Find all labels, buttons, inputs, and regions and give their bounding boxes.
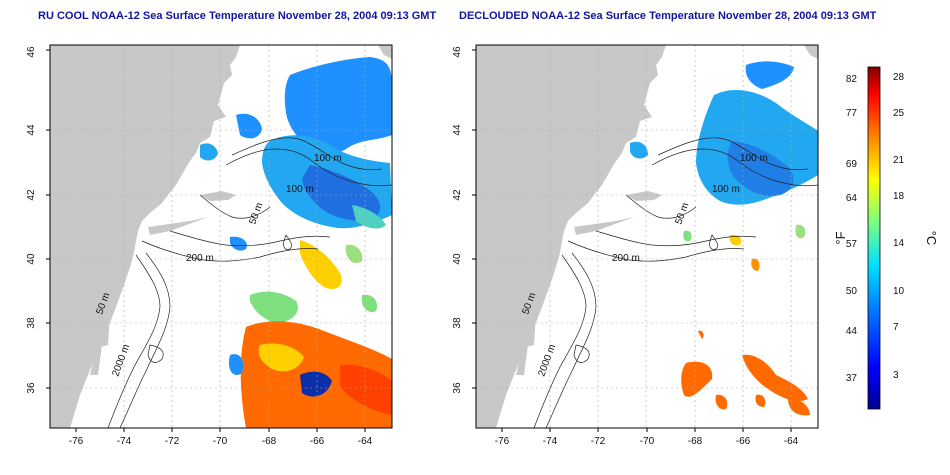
x-tick: -76 <box>495 436 510 447</box>
c-tick: 7 <box>893 322 899 333</box>
contour-label: 100 m <box>712 184 740 195</box>
x-tick: -70 <box>640 436 655 447</box>
sst-warm-patches <box>681 234 810 416</box>
x-tick: -66 <box>310 436 325 447</box>
y-tick: 42 <box>26 189 37 201</box>
contour-label: 200 m <box>186 253 214 264</box>
f-tick: 44 <box>846 326 858 337</box>
c-tick: 25 <box>893 108 905 119</box>
f-tick: 37 <box>846 373 858 384</box>
c-tick: 18 <box>893 191 905 202</box>
contour-label: 100 m <box>314 153 342 164</box>
f-tick: 57 <box>846 239 858 250</box>
contour-label: 100 m <box>286 184 314 195</box>
x-tick: -64 <box>358 436 373 447</box>
colorbar-gradient <box>867 66 881 410</box>
x-tick: -72 <box>165 436 180 447</box>
x-tick: -66 <box>736 436 751 447</box>
y-tick: 36 <box>26 382 37 394</box>
y-tick: 46 <box>26 46 37 58</box>
f-tick: 77 <box>846 108 858 119</box>
f-tick: 69 <box>846 159 858 170</box>
y-tick: 40 <box>26 253 37 265</box>
f-tick: 64 <box>846 193 858 204</box>
map-frame <box>49 44 393 429</box>
x-tick: -74 <box>117 436 132 447</box>
x-tick: -72 <box>591 436 606 447</box>
sst-cold-patches <box>630 61 818 242</box>
f-tick: 50 <box>846 286 858 297</box>
y-tick: 46 <box>452 46 463 58</box>
x-tick: -74 <box>543 436 558 447</box>
y-tick: 44 <box>452 124 463 136</box>
map-title-declouded: DECLOUDED NOAA-12 Sea Surface Temperatur… <box>459 10 877 22</box>
f-tick: 82 <box>846 74 858 85</box>
x-axis-ticks: -76 -74 -72 -70 -68 -66 -64 <box>69 428 373 447</box>
y-tick: 38 <box>26 317 37 329</box>
x-tick: -76 <box>69 436 84 447</box>
c-tick: 10 <box>893 286 905 297</box>
c-tick: 3 <box>893 370 899 381</box>
sst-cold-patches <box>200 57 392 251</box>
y-tick: 40 <box>452 253 463 265</box>
x-tick: -68 <box>688 436 703 447</box>
map-title-raw: RU COOL NOAA-12 Sea Surface Temperature … <box>38 10 437 22</box>
colorbar-unit-f: °F <box>833 231 848 244</box>
c-tick: 28 <box>893 72 905 83</box>
contour-label: 200 m <box>612 253 640 264</box>
x-tick: -70 <box>213 436 228 447</box>
contour-label: 100 m <box>740 153 768 164</box>
y-tick: 38 <box>452 317 463 329</box>
x-axis-ticks: -76 -74 -72 -70 -68 -66 -64 <box>495 428 799 447</box>
y-axis-ticks: 36 38 40 42 44 46 <box>452 46 476 394</box>
y-axis-ticks: 36 38 40 42 44 46 <box>26 46 50 394</box>
map-panel-raw: 100 m 100 m 50 m 200 m 50 m 2000 m -76 -… <box>26 44 393 447</box>
y-tick: 42 <box>452 189 463 201</box>
y-tick: 44 <box>26 124 37 136</box>
x-tick: -68 <box>262 436 277 447</box>
y-tick: 36 <box>452 382 463 394</box>
colorbar: 82 77 69 64 57 50 44 37 28 25 21 18 14 1… <box>833 66 939 410</box>
map-panel-declouded: 100 m 100 m 50 m 200 m 50 m 2000 m -76 -… <box>452 44 819 447</box>
colorbar-f-ticks: 82 77 69 64 57 50 44 37 <box>846 74 858 384</box>
colorbar-unit-c: °C <box>924 231 939 246</box>
c-tick: 21 <box>893 155 905 166</box>
colorbar-c-ticks: 28 25 21 18 14 10 7 3 <box>893 72 905 381</box>
sst-warm-patches <box>228 240 392 428</box>
x-tick: -64 <box>784 436 799 447</box>
c-tick: 14 <box>893 238 905 249</box>
